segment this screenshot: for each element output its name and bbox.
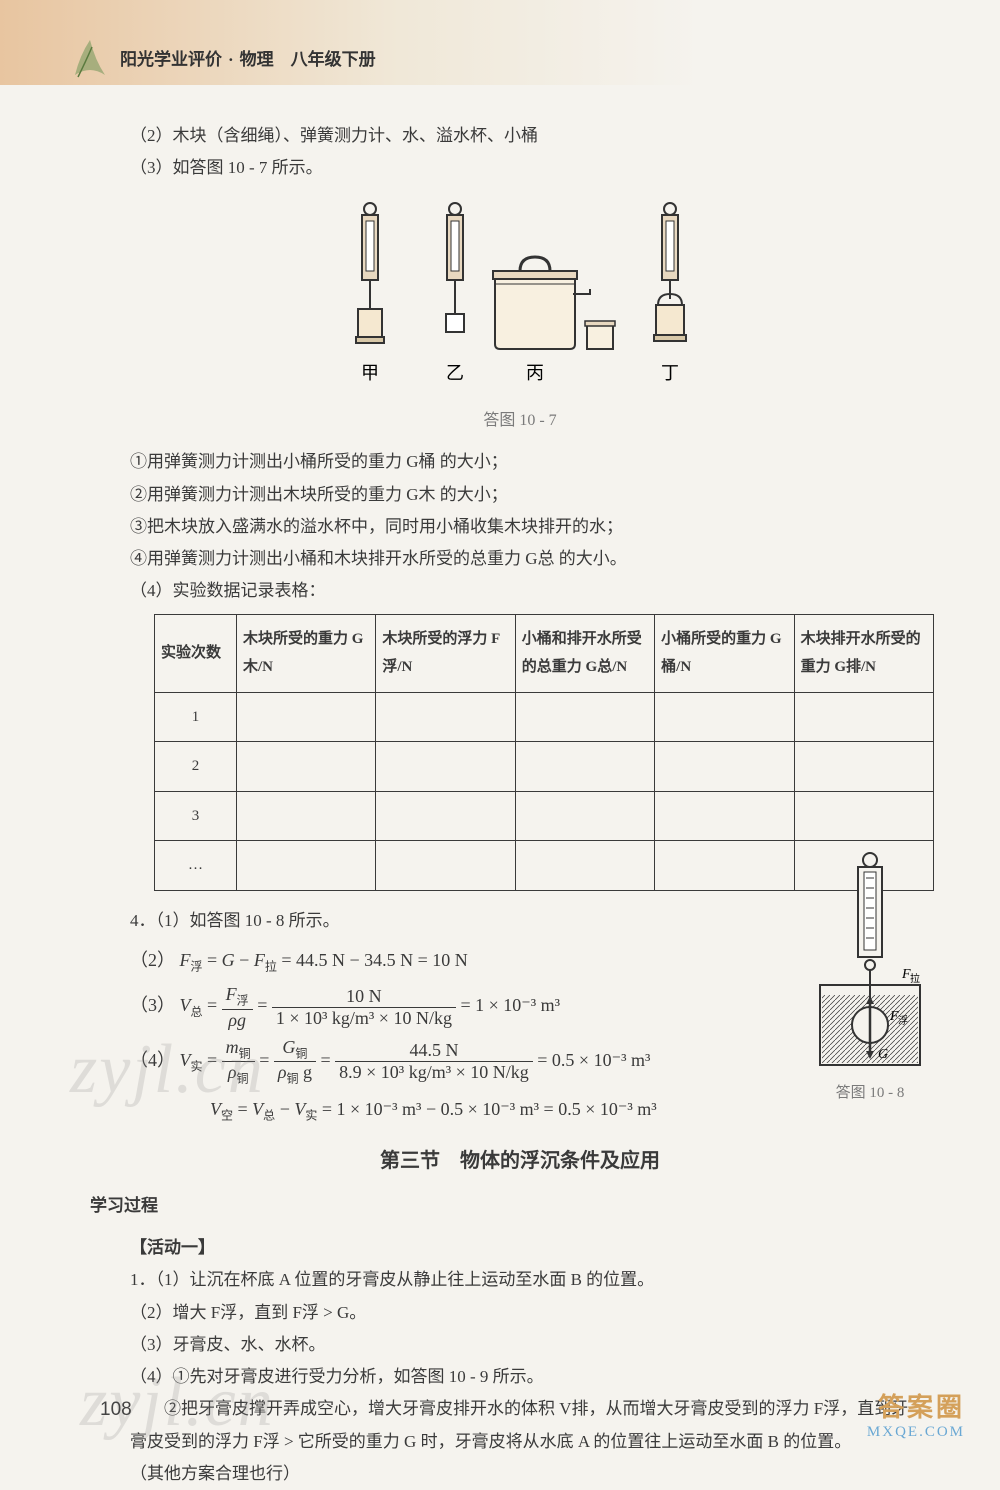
svg-text:拉: 拉 [910,972,920,985]
brand-line1: 答案圈 [867,1387,965,1424]
answer-2: （2）木块（含细绳）、弹簧测力计、水、溢水杯、小桶 [130,120,910,152]
table-row: 1 [155,692,237,742]
main-content: （2）木块（含细绳）、弹簧测力计、水、溢水杯、小桶 （3）如答图 10 - 7 … [0,85,1000,1490]
act1-line1: 1．（1）让沉在杯底 A 位置的牙膏皮从静止往上运动至水面 B 的位置。 [130,1264,910,1296]
svg-text:G: G [878,1047,888,1062]
svg-text:甲: 甲 [361,363,379,383]
step-3: ③把木块放入盛满水的溢水杯中，同时用小桶收集木块排开的水； [130,511,910,543]
th-3: 小桶和排开水所受的总重力 G总/N [515,614,654,692]
act1-line4: （4）①先对牙膏皮进行受力分析，如答图 10 - 9 所示。 [130,1361,910,1393]
th-2: 木块所受的浮力 F浮/N [376,614,515,692]
corner-brand: 答案圈 MXQE.COM [867,1387,965,1441]
header-title: 阳光学业评价·物理 八年级下册 [120,50,376,69]
header-accent-leaf [70,35,110,80]
brand-line2: MXQE.COM [867,1424,965,1441]
step-1: ①用弹簧测力计测出小桶所受的重力 G桶 的大小； [130,446,910,478]
eq-part4-line2: V空 = V总 − V实 = 1 × 10⁻³ m³ − 0.5 × 10⁻³ … [130,1092,910,1127]
figure-10-8-caption: 答图 10 - 8 [800,1081,940,1102]
page-number: 108 [100,1399,132,1421]
figure-10-8: F 拉 F 浮 G 答图 10 - 8 [800,850,940,1102]
table-row: … [155,841,237,891]
svg-text:乙: 乙 [446,363,464,383]
th-0: 实验次数 [155,614,237,692]
answer-3: （3）如答图 10 - 7 所示。 [130,152,910,184]
eq-part3: （3） V总 = F浮ρg = 10 N1 × 10³ kg/m³ × 10 N… [130,984,910,1030]
eq-part4: （4） V实 = m铜ρ铜 = G铜ρ铜 g = 44.5 N8.9 × 10³… [130,1037,910,1087]
act1-line2: （2）增大 F浮，直到 F浮 > G。 [130,1297,910,1329]
act1-line6: （其他方案合理也行） [130,1458,910,1490]
th-4: 小桶所受的重力 G桶/N [655,614,794,692]
svg-text:浮: 浮 [898,1015,908,1027]
figure-10-7-caption: 答图 10 - 7 [130,406,910,436]
act1-line3: （3）牙膏皮、水、水杯。 [130,1329,910,1361]
step-4: ④用弹簧测力计测出小桶和木块排开水所受的总重力 G总 的大小。 [130,543,910,575]
table-row: 2 [155,742,237,792]
svg-text:丙: 丙 [526,363,544,383]
table-row: 3 [155,791,237,841]
activity-1-heading: 【活动一】 [130,1232,910,1264]
act1-line5: ②把牙膏皮撑开弄成空心，增大牙膏皮排开水的体积 V排，从而增大牙膏皮受到的浮力 … [130,1393,910,1458]
q4-part1: 4．（1）如答图 10 - 8 所示。 [130,905,910,937]
step-2: ②用弹簧测力计测出木块所受的重力 G木 的大小； [130,479,910,511]
th-1: 木块所受的重力 G木/N [237,614,376,692]
answer-4-table-label: （4）实验数据记录表格： [130,575,910,607]
figure-10-7: 甲 乙 丙 丁 [130,199,910,400]
th-5: 木块排开水所受的重力 G排/N [794,614,933,692]
learning-process-heading: 学习过程 [90,1190,910,1222]
eq-part2: （2） F浮 = G − F拉 = 44.5 N − 34.5 N = 10 N [130,943,910,978]
section-title: 第三节 物体的浮沉条件及应用 [130,1142,910,1180]
svg-text:丁: 丁 [661,363,679,383]
page-header: 阳光学业评价·物理 八年级下册 [0,0,1000,85]
